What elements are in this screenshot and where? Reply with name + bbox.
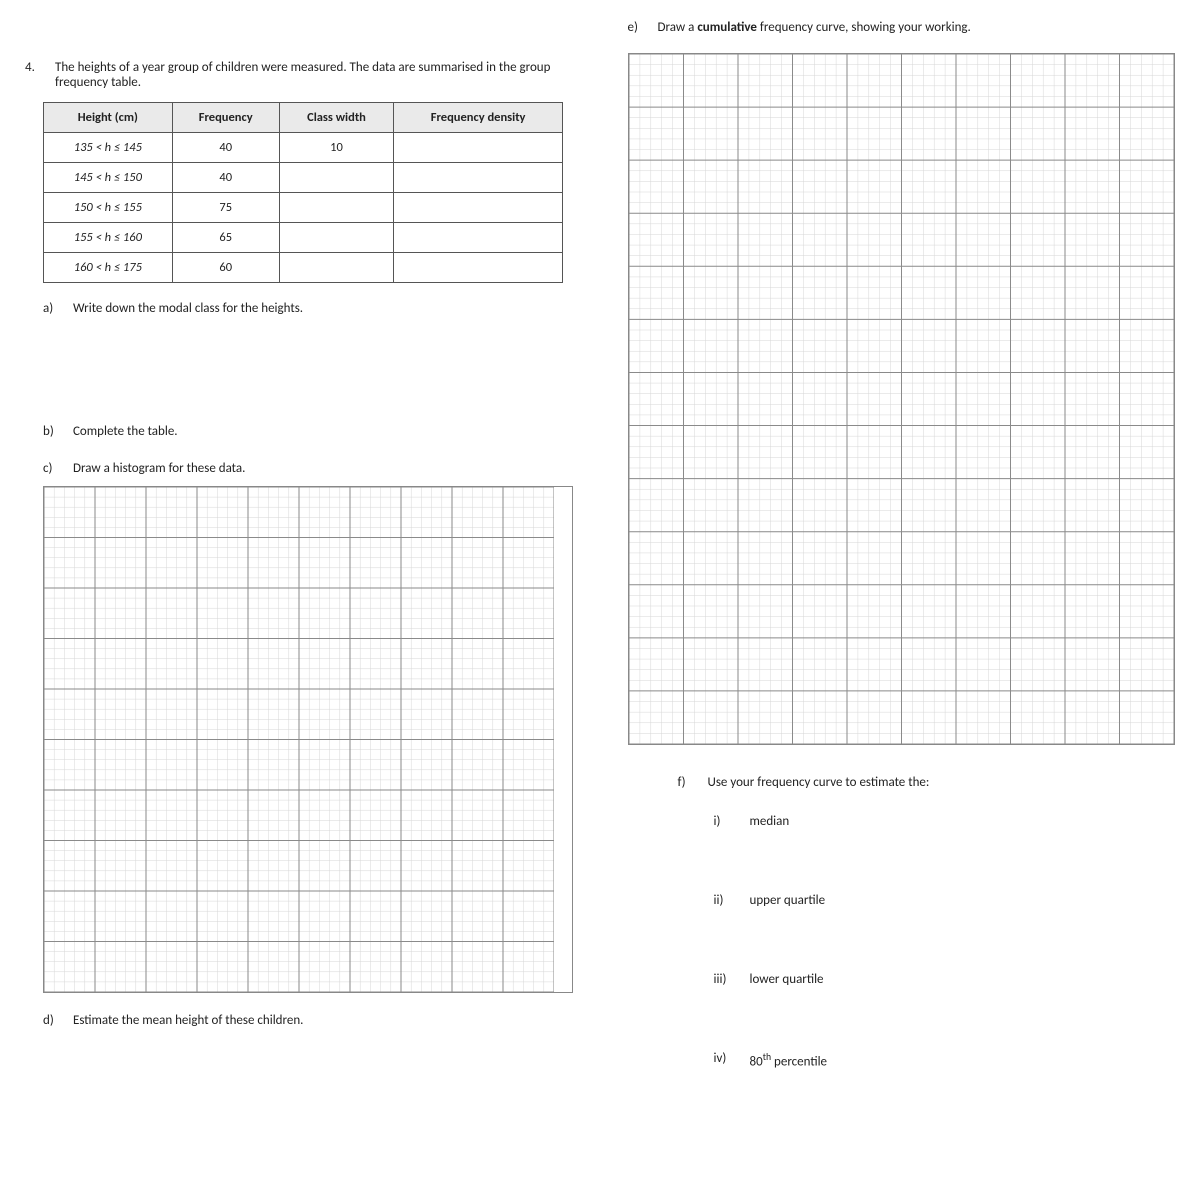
col-header-freq: Frequency <box>172 103 279 133</box>
table-row: 160 < h ≤ 17560 <box>44 253 563 283</box>
table-cell <box>394 253 563 283</box>
part-e: e) Draw a cumulative frequency curve, sh… <box>628 20 1176 35</box>
table-cell <box>279 223 393 253</box>
left-column: 4. The heights of a year group of childr… <box>25 20 573 1069</box>
part-c: c) Draw a histogram for these data. <box>43 461 573 476</box>
table-cell: 150 < h ≤ 155 <box>44 193 173 223</box>
cumulative-grid <box>628 53 1176 745</box>
table-cell: 40 <box>172 133 279 163</box>
roman-text: 80th percentile <box>750 1051 1176 1069</box>
col-header-width: Class width <box>279 103 393 133</box>
table-cell: 155 < h ≤ 160 <box>44 223 173 253</box>
part-f: f) Use your frequency curve to estimate … <box>678 775 1176 790</box>
question-4: 4. The heights of a year group of childr… <box>25 60 573 90</box>
table-cell <box>279 163 393 193</box>
part-d: d) Estimate the mean height of these chi… <box>43 1013 573 1028</box>
text-prefix: Draw a <box>658 20 698 35</box>
part-b: b) Complete the table. <box>43 424 573 439</box>
part-text: Draw a histogram for these data. <box>73 461 573 476</box>
roman-text: upper quartile <box>750 893 1176 908</box>
roman-label: iv) <box>714 1051 738 1069</box>
roman-label: i) <box>714 814 738 829</box>
table-row: 135 < h ≤ 1454010 <box>44 133 563 163</box>
table-cell <box>394 133 563 163</box>
table-cell: 10 <box>279 133 393 163</box>
part-text: Estimate the mean height of these childr… <box>73 1013 573 1028</box>
table-cell: 135 < h ≤ 145 <box>44 133 173 163</box>
part-f-ii: ii) upper quartile <box>714 893 1176 908</box>
roman-text: lower quartile <box>750 972 1176 987</box>
table-cell <box>279 253 393 283</box>
part-label: f) <box>678 775 696 790</box>
text-suffix: frequency curve, showing your working. <box>757 20 971 35</box>
table-row: 150 < h ≤ 15575 <box>44 193 563 223</box>
table-cell <box>394 163 563 193</box>
part-a: a) Write down the modal class for the he… <box>43 301 573 316</box>
table-cell <box>394 193 563 223</box>
part-label: e) <box>628 20 646 35</box>
table-row: 145 < h ≤ 15040 <box>44 163 563 193</box>
part-text: Use your frequency curve to estimate the… <box>708 775 1176 790</box>
part-f-iv: iv) 80th percentile <box>714 1051 1176 1069</box>
table-cell: 145 < h ≤ 150 <box>44 163 173 193</box>
part-text: Draw a cumulative frequency curve, showi… <box>658 20 1176 35</box>
table-cell: 75 <box>172 193 279 223</box>
question-intro: The heights of a year group of children … <box>55 60 573 90</box>
table-cell: 65 <box>172 223 279 253</box>
part-text: Write down the modal class for the heigh… <box>73 301 573 316</box>
worksheet-page: 4. The heights of a year group of childr… <box>25 20 1175 1069</box>
part-label: a) <box>43 301 61 316</box>
part-text: Complete the table. <box>73 424 573 439</box>
roman-label: ii) <box>714 893 738 908</box>
part-label: c) <box>43 461 61 476</box>
table-row: 155 < h ≤ 16065 <box>44 223 563 253</box>
roman-label: iii) <box>714 972 738 987</box>
table-cell <box>279 193 393 223</box>
table-cell <box>394 223 563 253</box>
part-label: b) <box>43 424 61 439</box>
part-label: d) <box>43 1013 61 1028</box>
text-bold: cumulative <box>697 20 757 35</box>
col-header-height: Height (cm) <box>44 103 173 133</box>
frequency-table: Height (cm) Frequency Class width Freque… <box>43 102 563 283</box>
question-number: 4. <box>25 60 43 90</box>
part-f-i: i) median <box>714 814 1176 829</box>
right-column: e) Draw a cumulative frequency curve, sh… <box>628 20 1176 1069</box>
col-header-density: Frequency density <box>394 103 563 133</box>
roman-text: median <box>750 814 1176 829</box>
part-f-iii: iii) lower quartile <box>714 972 1176 987</box>
table-cell: 40 <box>172 163 279 193</box>
table-cell: 60 <box>172 253 279 283</box>
histogram-grid <box>43 486 573 993</box>
table-cell: 160 < h ≤ 175 <box>44 253 173 283</box>
